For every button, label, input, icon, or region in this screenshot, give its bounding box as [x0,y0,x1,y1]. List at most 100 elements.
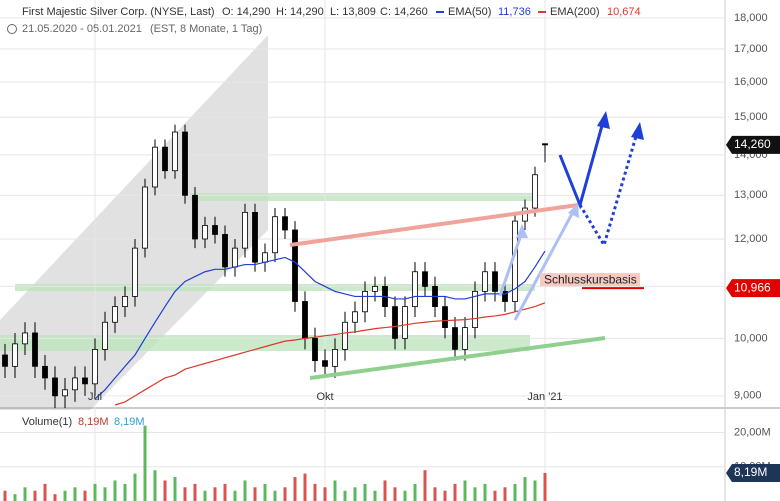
candle-body [542,143,548,146]
volume-bar [393,487,397,501]
ohlc-label: H: 14,290 [276,6,324,18]
marks [2,124,644,501]
candle-body [392,306,398,339]
candle-body [372,286,378,292]
candle-body [112,306,118,323]
candle-body [152,146,158,188]
price-tag [726,135,780,154]
volume-bar [243,480,247,501]
volume-bar [113,480,117,501]
arrow-head [516,224,528,238]
volume-bar [483,483,487,501]
volume-bar [13,494,17,501]
y-tick-label: 16,000 [734,76,768,88]
candle-body [102,321,108,350]
ema-line [114,302,546,406]
candle-body [182,131,188,196]
candle-body [402,306,408,339]
candle-body [502,290,508,302]
volume-tag [726,463,780,482]
candle-body [212,225,218,235]
volume-bar [93,483,97,501]
volume-value: 8,19M [114,416,145,428]
volume-bar [473,487,477,501]
candle-body [352,311,358,323]
candle-body [482,271,488,292]
arrow-head [631,122,644,140]
candle-body [72,377,78,391]
subtitle-note: (EST, 8 Monate, 1 Tag) [150,23,262,35]
legend-label: EMA(200) [550,6,600,18]
legend-value: 10,674 [607,6,641,18]
volume-bar [123,483,127,501]
ema-line [94,250,546,400]
volume-bar [503,487,507,501]
candle-body [242,211,248,249]
volume-bar [23,487,27,501]
candle-body [22,332,28,345]
candle-body [202,225,208,240]
candle-body [2,354,8,367]
volume-bar [293,477,297,501]
volume-bar [443,490,447,501]
volume-bar [413,483,417,501]
volume-bar [533,480,537,501]
candle-body [262,252,268,263]
volume-bar [403,490,407,501]
volume-bar [333,480,337,501]
volume-bar [203,490,207,501]
arrow [513,209,576,321]
volume-value: 8,19M [78,416,109,428]
candle-body [282,216,288,231]
volume-bar [53,494,57,501]
price-tag-label: 10,966 [734,280,771,294]
candle-body [162,146,168,172]
support-zone [15,284,535,291]
volume-bar [173,477,177,501]
candle-body [12,343,18,367]
candle-body [132,247,138,297]
volume-bar [463,480,467,501]
volume-bar [43,483,47,501]
volume-bar [343,490,347,501]
legend-label: EMA(50) [448,6,491,18]
volume-bar [3,490,7,501]
candle-body [192,194,198,240]
candle-body [412,271,418,308]
trend-channel [0,35,268,410]
candle-body [332,349,338,367]
volume-bar [103,487,107,501]
volume-bar [303,473,307,501]
volume-bar [73,487,77,501]
volume-bar [423,470,427,501]
candle-body [362,290,368,313]
volume-bar [363,483,367,501]
candle-body [302,301,308,339]
volume-bar [523,477,527,501]
chart-title: First Majestic Silver Corp. (NYSE, Last) [22,6,215,18]
support-line [309,336,606,380]
candle-body [62,389,68,397]
arrow [498,231,524,297]
clock-icon [7,24,17,34]
volume-bar [223,483,227,501]
volume-bar [353,487,357,501]
volume-bar [133,473,137,501]
candle-body [462,327,468,350]
volume-bar [163,480,167,501]
ohlc-label: O: 14,290 [222,6,270,18]
subtitle: 21.05.2020 - 05.01.2021 [22,23,142,35]
volume-bar [193,483,197,501]
candle-body [232,247,238,268]
candle-body [42,365,48,379]
drawings [289,111,644,380]
volume-bar [213,487,217,501]
candle-body [292,229,298,302]
candle-body [342,321,348,350]
candle-body [312,337,318,362]
candle-body [252,211,258,263]
volume-bar [63,490,67,501]
x-tick-label: Jan '21 [527,391,562,403]
candle-body [492,271,498,292]
